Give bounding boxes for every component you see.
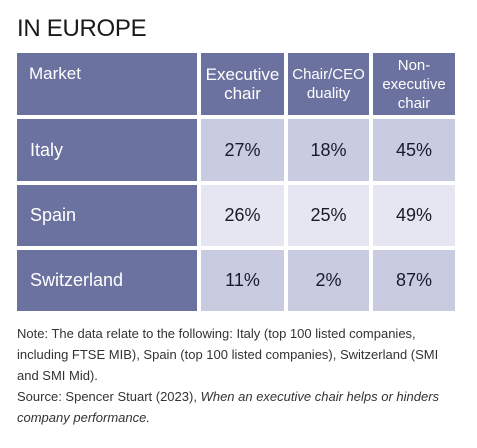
column-header: Non-executive chair (373, 53, 455, 115)
column-header: Chair/CEO duality (288, 53, 369, 115)
note: Note: The data relate to the following: … (17, 326, 439, 383)
source: Source: Spencer Stuart (2023), When an e… (17, 386, 457, 428)
value-cell: 18% (288, 119, 369, 181)
value-cell: 87% (373, 250, 455, 311)
notes: Note: The data relate to the following: … (17, 323, 457, 428)
market-cell: Switzerland (17, 250, 197, 311)
column-header: Executive chair (201, 53, 284, 115)
column-header: Market (17, 53, 197, 115)
table: Market Executive chair Chair/CEO duality No… (17, 53, 455, 311)
value-cell: 27% (201, 119, 284, 181)
source-title: When an executive chair helps or hinders… (17, 389, 440, 425)
market-cell: Spain (17, 185, 197, 246)
value-cell: 11% (201, 250, 284, 311)
market-cell: Italy (17, 119, 197, 181)
value-cell: 25% (288, 185, 369, 246)
value-cell: 2% (288, 250, 369, 311)
source-prefix: Source: Spencer Stuart (2023), (17, 389, 197, 404)
value-cell: 45% (373, 119, 455, 181)
value-cell: 49% (373, 185, 455, 246)
value-cell: 26% (201, 185, 284, 246)
title: IN EUROPE (17, 15, 147, 42)
